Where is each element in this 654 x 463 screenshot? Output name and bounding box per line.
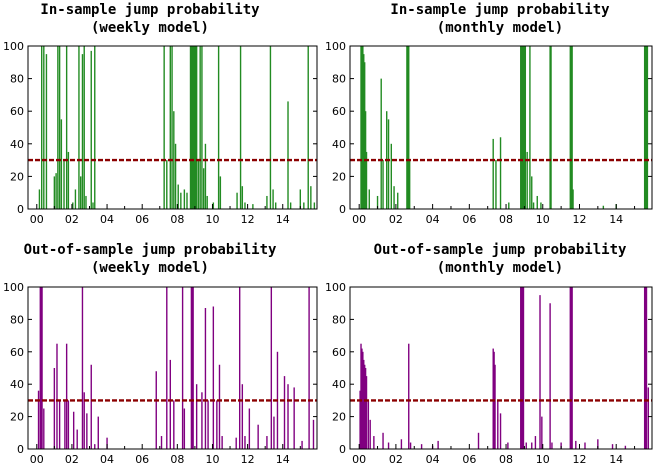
xtick-label-3-10: 10 xyxy=(205,453,219,463)
panel-title-1-line2: (weekly model) xyxy=(90,20,209,36)
xtick-label-3-04: 04 xyxy=(100,453,114,463)
ytick-label-2-100: 100 xyxy=(325,40,346,53)
panel-title-3-line2: (weekly model) xyxy=(90,260,209,276)
xtick-label-3-12: 12 xyxy=(241,453,255,463)
ytick-label-2-40: 40 xyxy=(332,138,346,151)
panel-title-2-line1: In-sample jump probability xyxy=(390,2,610,18)
ytick-label-4-100: 100 xyxy=(325,281,346,294)
ytick-label-3-60: 60 xyxy=(10,346,24,359)
ytick-label-3-100: 100 xyxy=(3,281,24,294)
ytick-label-4-0: 0 xyxy=(339,443,346,456)
plot-frame-3 xyxy=(27,286,318,450)
xtick-label-3-06: 06 xyxy=(135,453,149,463)
xtick-label-1-02: 02 xyxy=(65,213,79,226)
ytick-label-1-20: 20 xyxy=(10,170,24,183)
xtick-label-4-10: 10 xyxy=(536,453,550,463)
xtick-label-2-08: 08 xyxy=(499,213,513,226)
xtick-label-2-06: 06 xyxy=(462,213,476,226)
ytick-label-3-40: 40 xyxy=(10,378,24,391)
ytick-label-1-60: 60 xyxy=(10,105,24,118)
xtick-label-1-08: 08 xyxy=(170,213,184,226)
ytick-label-3-0: 0 xyxy=(17,443,24,456)
panel-title-4-line2: (monthly model) xyxy=(436,260,564,276)
xtick-label-1-04: 04 xyxy=(100,213,114,226)
xtick-label-4-04: 04 xyxy=(426,453,440,463)
ytick-label-3-20: 20 xyxy=(10,411,24,424)
xtick-label-3-08: 08 xyxy=(170,453,184,463)
xtick-label-2-00: 00 xyxy=(352,213,366,226)
xtick-label-4-12: 12 xyxy=(572,453,586,463)
panel-title-4-line1: Out-of-sample jump probability xyxy=(373,242,627,258)
panel-title-2-line2: (monthly model) xyxy=(436,20,564,36)
ytick-label-1-100: 100 xyxy=(3,40,24,53)
chart-panel-1: 0 20 40 60 80 100 00 02 04 06 08 10 12 14 xyxy=(3,40,318,226)
xtick-label-3-00: 00 xyxy=(30,453,44,463)
panel-title-1-line1: In-sample jump probability xyxy=(40,2,260,18)
xtick-label-1-12: 12 xyxy=(241,213,255,226)
ytick-label-1-0: 0 xyxy=(17,203,24,216)
xtick-label-4-02: 02 xyxy=(389,453,403,463)
ytick-label-2-80: 80 xyxy=(332,73,346,86)
ytick-label-4-60: 60 xyxy=(332,346,346,359)
ytick-label-2-20: 20 xyxy=(332,170,346,183)
xtick-label-2-12: 12 xyxy=(572,213,586,226)
xtick-label-3-14: 14 xyxy=(276,453,290,463)
chart-panel-2: 0 20 40 60 80 100 00 02 04 06 08 10 12 14 xyxy=(325,40,653,226)
ytick-label-3-80: 80 xyxy=(10,313,24,326)
plot-frame-2 xyxy=(349,45,653,210)
chart-panel-3: 0 20 40 60 80 100 00 02 04 06 08 10 12 14 xyxy=(3,281,318,463)
panel-title-3-line1: Out-of-sample jump probability xyxy=(23,242,277,258)
panel-title-4: Out-of-sample jump probability (monthly … xyxy=(350,241,650,277)
ytick-label-1-40: 40 xyxy=(10,138,24,151)
xtick-label-1-10: 10 xyxy=(205,213,219,226)
plot-frame-1 xyxy=(27,45,318,210)
xtick-label-4-14: 14 xyxy=(609,453,623,463)
chart-panel-4: 0 20 40 60 80 100 00 02 04 06 08 10 12 14 xyxy=(325,281,653,463)
xtick-label-4-08: 08 xyxy=(499,453,513,463)
xtick-label-1-00: 00 xyxy=(30,213,44,226)
panel-title-2: In-sample jump probability (monthly mode… xyxy=(350,1,650,37)
ytick-label-4-40: 40 xyxy=(332,378,346,391)
ytick-label-2-0: 0 xyxy=(339,203,346,216)
plot-frame-4 xyxy=(349,286,653,450)
ytick-label-4-80: 80 xyxy=(332,313,346,326)
ytick-label-1-80: 80 xyxy=(10,73,24,86)
xtick-label-2-10: 10 xyxy=(536,213,550,226)
panel-title-1: In-sample jump probability (weekly model… xyxy=(0,1,300,37)
ytick-label-2-60: 60 xyxy=(332,105,346,118)
xtick-label-1-06: 06 xyxy=(135,213,149,226)
xtick-label-4-00: 00 xyxy=(352,453,366,463)
ytick-label-4-20: 20 xyxy=(332,411,346,424)
xtick-label-2-04: 04 xyxy=(426,213,440,226)
xtick-label-3-02: 02 xyxy=(65,453,79,463)
xtick-label-2-02: 02 xyxy=(389,213,403,226)
panel-title-3: Out-of-sample jump probability (weekly m… xyxy=(0,241,300,277)
xtick-label-4-06: 06 xyxy=(462,453,476,463)
xtick-label-1-14: 14 xyxy=(276,213,290,226)
xtick-label-2-14: 14 xyxy=(609,213,623,226)
